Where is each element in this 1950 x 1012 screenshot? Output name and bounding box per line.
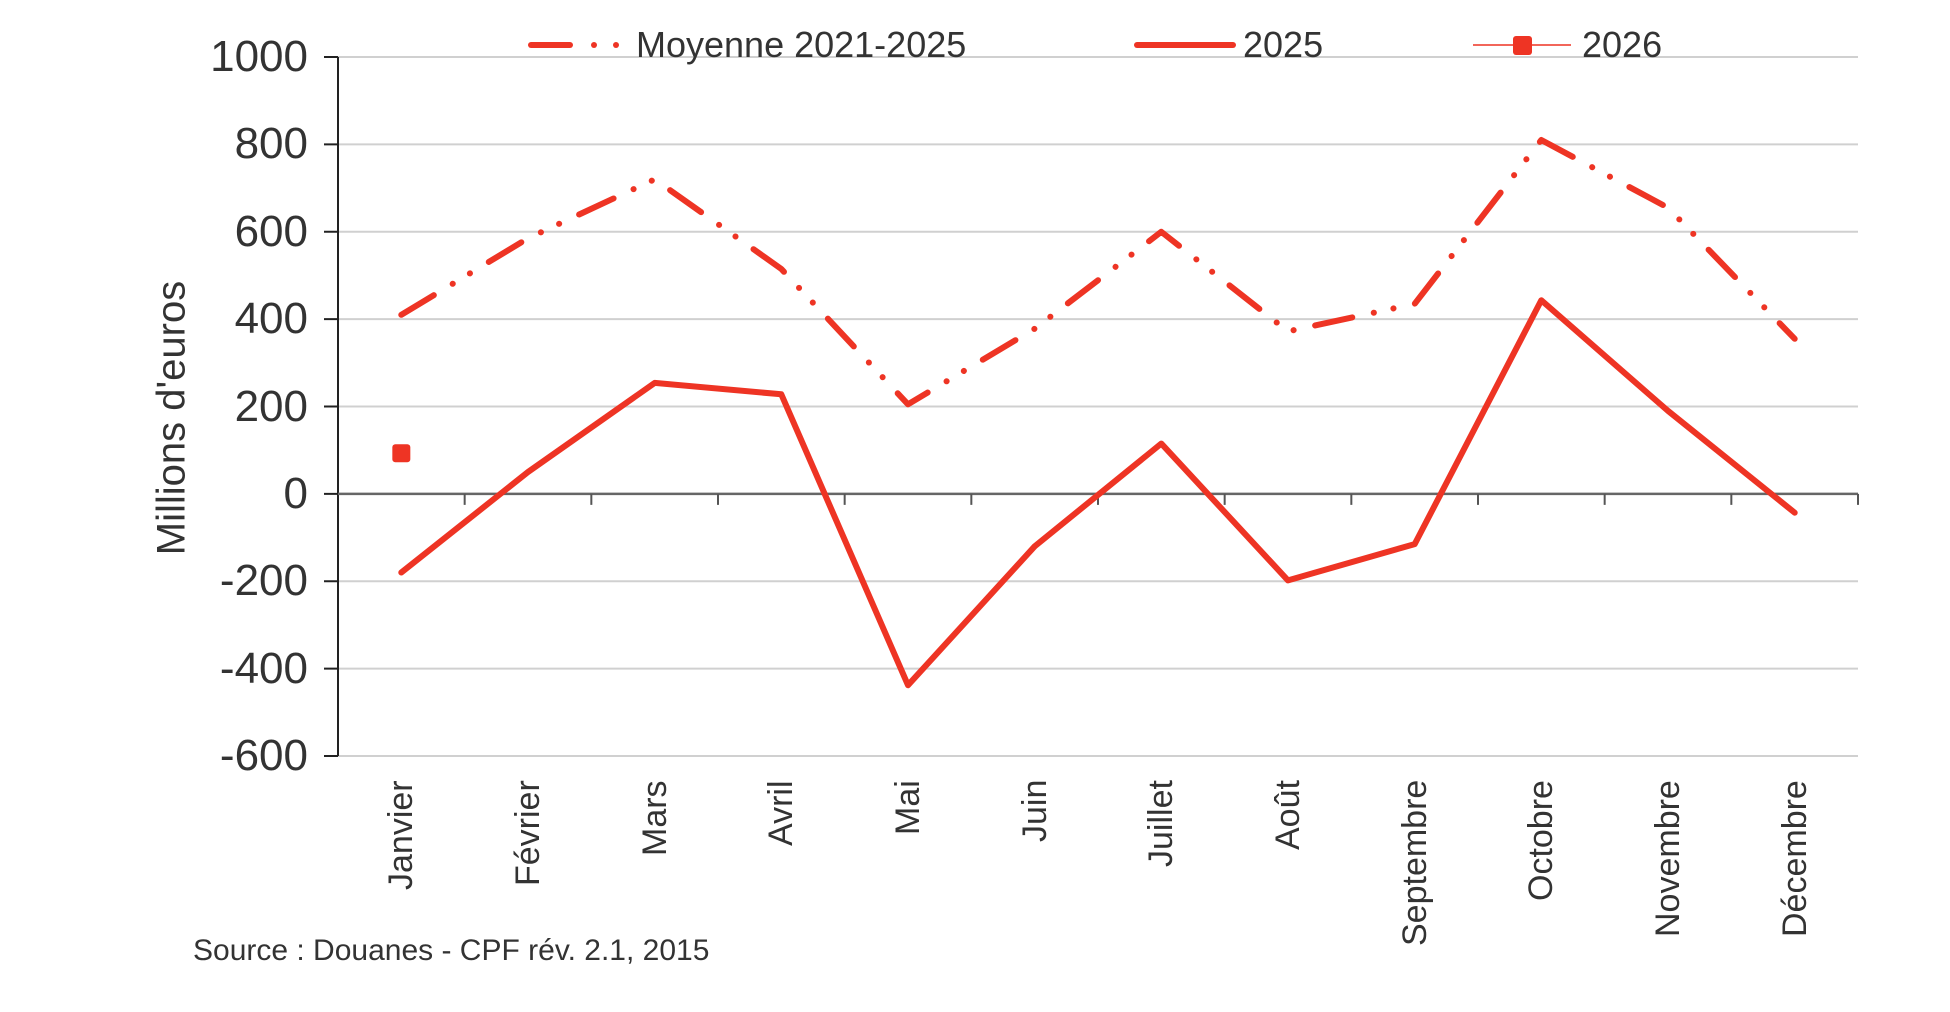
legend-label: 2025 — [1243, 24, 1324, 65]
series-layer — [392, 137, 1798, 689]
x-tick-label: Juillet — [1142, 780, 1181, 867]
source-note: Source : Douanes - CPF rév. 2.1, 2015 — [193, 934, 710, 967]
y-tick-label: 400 — [234, 294, 308, 344]
legend-item-moyenne: Moyenne 2021-2025 — [636, 22, 966, 68]
legend-item-2025: 2025 — [1243, 22, 1323, 68]
series-line-2025 — [398, 297, 1798, 689]
x-tick-label: Février — [509, 780, 547, 886]
legend-label: 2026 — [1582, 24, 1663, 65]
x-tick-label: Janvier — [382, 780, 421, 890]
y-tick-label: -400 — [219, 643, 308, 693]
x-tick-label: Août — [1269, 780, 1307, 850]
y-tick-label: 200 — [234, 381, 308, 431]
legend-item-2026: 2026 — [1582, 22, 1662, 68]
y-tick-label: 1000 — [210, 32, 308, 81]
series-line-moyenne — [398, 137, 1798, 408]
x-tick-label: Mai — [889, 780, 927, 835]
x-tick-label: Avril — [762, 780, 801, 846]
x-tick-label: Octobre — [1522, 780, 1561, 901]
square-marker-line-icon — [1473, 36, 1571, 55]
y-tick-label: -600 — [219, 731, 308, 780]
legend-label: Moyenne 2021-2025 — [636, 24, 967, 65]
x-tick-label: Juin — [1015, 780, 1054, 843]
legend-icons — [528, 36, 1571, 55]
dash-dot-dot-line-icon — [528, 42, 619, 48]
y-tick-label: 0 — [283, 468, 308, 518]
data-marker-2026 — [392, 444, 411, 463]
x-tick-label: Décembre — [1775, 780, 1814, 937]
x-tick-label: Septembre — [1395, 780, 1434, 947]
gridlines — [338, 56, 1858, 757]
y-tick-label: -200 — [219, 556, 308, 606]
y-tick-label: 600 — [234, 206, 308, 256]
y-tick-label: 800 — [234, 119, 308, 169]
x-tick-label: Novembre — [1649, 780, 1687, 937]
x-tick-label: Mars — [635, 780, 674, 856]
